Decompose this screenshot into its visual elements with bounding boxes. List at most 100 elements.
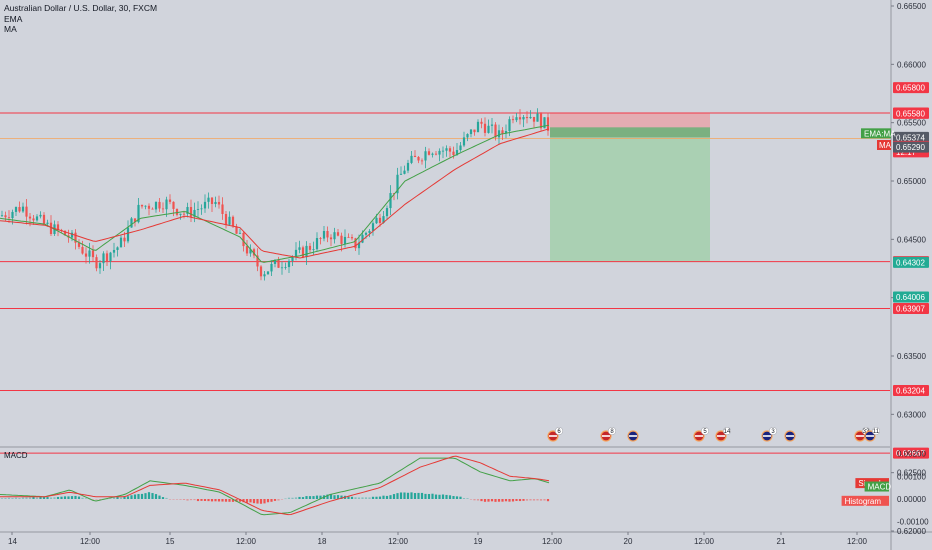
macd-histogram-bar xyxy=(487,499,490,502)
macd-histogram-bar xyxy=(123,496,126,499)
macd-histogram-bar xyxy=(49,497,53,499)
candle-body xyxy=(119,237,123,248)
macd-histogram-bar xyxy=(112,497,116,499)
macd-histogram-bar xyxy=(39,496,42,499)
macd-histogram-bar xyxy=(154,494,158,499)
candle-body xyxy=(522,117,525,120)
macd-histogram-bar xyxy=(224,499,228,502)
macd-histogram-bar xyxy=(473,499,476,501)
price-axis-tag xyxy=(893,107,929,119)
candle-body xyxy=(203,201,207,209)
macd-histogram-bar xyxy=(329,494,333,499)
candle-body xyxy=(158,201,161,209)
candle-body xyxy=(56,224,60,230)
candle-body xyxy=(305,245,308,258)
macd-histogram-bar xyxy=(319,495,322,499)
macd-histogram-bar xyxy=(536,499,539,501)
macd-histogram-bar xyxy=(249,499,252,503)
event-count-badge xyxy=(554,426,564,436)
candle-body xyxy=(140,204,144,207)
macd-histogram-bar xyxy=(431,493,434,499)
candle-body xyxy=(133,218,137,223)
candle-body xyxy=(336,232,340,236)
macd-histogram-bar xyxy=(168,499,172,500)
candle-body xyxy=(326,231,329,238)
candle-body xyxy=(462,137,466,146)
candle-body xyxy=(494,124,497,138)
candle-body xyxy=(445,148,448,151)
candle-body xyxy=(438,150,441,155)
candle-body xyxy=(410,155,413,163)
macd-histogram-bar xyxy=(28,497,32,499)
flag-stripe xyxy=(786,435,794,437)
macd-histogram-bar xyxy=(326,494,329,499)
macd-histogram-bar xyxy=(518,499,522,502)
candle-body xyxy=(284,267,287,268)
macd-histogram-bar xyxy=(280,499,284,500)
candle-body xyxy=(14,207,18,212)
macd-histogram-bar xyxy=(182,499,186,501)
macd-histogram-bar xyxy=(81,497,84,499)
price-tag-label: 0.65800 xyxy=(896,84,925,93)
macd-histogram-bar xyxy=(147,492,151,499)
time-axis-label: 12:00 xyxy=(388,537,409,546)
macd-histogram-bar xyxy=(165,497,168,499)
candle-body xyxy=(497,130,501,138)
candle-body xyxy=(469,129,473,135)
macd-histogram-bar xyxy=(438,494,441,499)
macd-histogram-bar xyxy=(448,495,452,499)
price-axis-label: 0.66500 xyxy=(897,2,926,11)
macd-histogram-bar xyxy=(238,499,242,502)
candle-body xyxy=(368,230,371,233)
candle-body xyxy=(210,197,214,205)
macd-histogram-bar xyxy=(308,496,312,499)
macd-histogram-bar xyxy=(389,495,392,499)
candle-body xyxy=(459,145,462,151)
macd-tag-label: Histogram xyxy=(845,497,882,506)
candle-body xyxy=(193,209,196,217)
take-profit-zone[interactable] xyxy=(550,137,710,262)
macd-histogram-bar xyxy=(301,497,305,499)
time-axis-label: 21 xyxy=(777,537,786,546)
candle-body xyxy=(378,217,382,223)
macd-histogram-bar xyxy=(67,496,70,499)
candle-body xyxy=(525,117,529,119)
price-axis-label: 0.62500 xyxy=(897,469,926,478)
indicator-ema-label[interactable]: EMA xyxy=(4,13,23,24)
candle-body xyxy=(151,208,154,210)
macd-pane-title[interactable]: MACD xyxy=(4,451,28,460)
candle-body xyxy=(434,153,438,155)
candle-body xyxy=(123,237,126,242)
time-axis-label: 12:00 xyxy=(847,537,868,546)
candle-body xyxy=(21,206,25,212)
event-count-badge xyxy=(871,426,881,436)
macd-histogram-bar xyxy=(60,496,63,499)
candle-body xyxy=(63,230,67,236)
macd-histogram-bar xyxy=(298,496,301,499)
ema-ma-tag xyxy=(861,128,891,139)
macd-histogram-bar xyxy=(420,492,424,499)
symbol-title[interactable]: Australian Dollar / U.S. Dollar, 30, FXC… xyxy=(4,3,158,13)
macd-histogram-bar xyxy=(378,496,382,499)
macd-histogram-bar xyxy=(515,499,518,501)
candle-body xyxy=(294,249,298,258)
candle-body xyxy=(392,193,396,194)
candle-body xyxy=(455,150,459,156)
indicator-ma-label[interactable]: MA xyxy=(4,24,17,34)
price-axis-label: 0.65000 xyxy=(897,177,926,186)
candle-body xyxy=(301,247,305,258)
macd-histogram-bar xyxy=(179,499,182,500)
macd-histogram-bar xyxy=(175,499,179,500)
candle-body xyxy=(364,232,368,235)
macd-histogram-bar xyxy=(455,496,459,499)
macd-histogram-bar xyxy=(21,497,25,499)
candle-body xyxy=(270,263,273,272)
macd-histogram-bar xyxy=(217,499,221,502)
macd-histogram-bar xyxy=(46,496,49,499)
macd-histogram-bar xyxy=(161,497,165,499)
macd-histogram-bar xyxy=(193,499,196,501)
macd-histogram-bar xyxy=(347,496,350,499)
time-axis-label: 19 xyxy=(474,537,483,546)
candle-body xyxy=(214,201,217,205)
